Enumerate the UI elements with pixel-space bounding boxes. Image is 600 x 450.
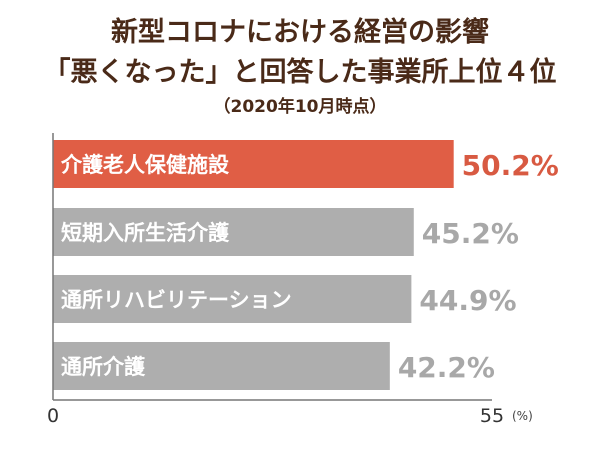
chart-title-line-2: 「悪くなった」と回答した事業所上位４位 (43, 57, 557, 88)
bar-2 (53, 208, 414, 256)
chart-title-line-1: 新型コロナにおける経営の影響 (111, 17, 489, 48)
category-label-1: 介護老人保健施設 (60, 153, 230, 177)
bar-3 (53, 275, 412, 323)
x-tick-label-55: 55 (480, 405, 504, 427)
data-label-4: 42.2% (398, 351, 495, 384)
category-label-4: 通所介護 (61, 355, 146, 379)
x-unit-label: (%) (512, 409, 533, 423)
category-label-2: 短期入所生活介護 (61, 221, 230, 245)
bar-1 (53, 140, 454, 188)
data-label-2: 45.2% (422, 217, 519, 250)
data-label-1: 50.2% (462, 149, 559, 182)
chart-subtitle: （2020年10月時点） (213, 97, 387, 117)
x-tick-label-0: 0 (47, 405, 59, 427)
category-label-3: 通所リハビリテーション (61, 288, 292, 312)
data-label-3: 44.9% (419, 284, 516, 317)
bar-4 (53, 342, 390, 390)
